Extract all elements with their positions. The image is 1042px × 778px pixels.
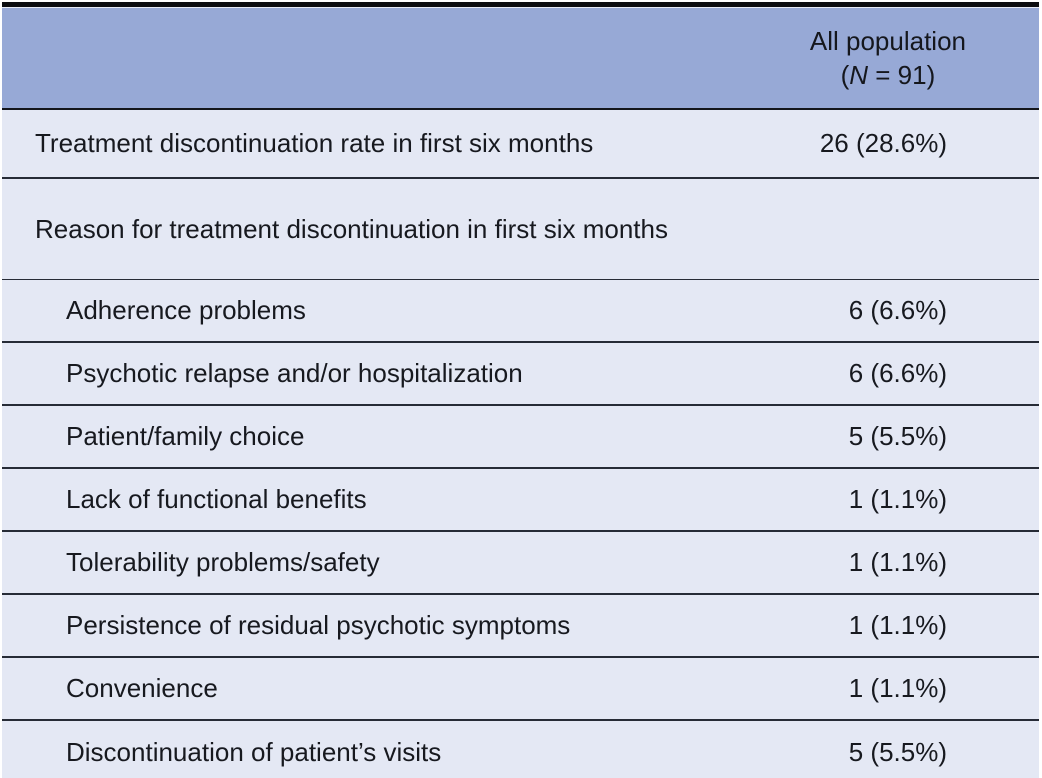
table-row: Psychotic relapse and/or hospitalization…	[2, 343, 1039, 406]
row-value: 6 (6.6%)	[848, 295, 947, 325]
row-value: 1 (1.1%)	[848, 673, 947, 703]
table-row: Patient/family choice 5 (5.5%)	[2, 406, 1039, 469]
table-row: Persistence of residual psychotic sympto…	[2, 595, 1039, 658]
table-row: Tolerability problems/safety 1 (1.1%)	[2, 532, 1039, 595]
row-value: 5 (5.5%)	[848, 736, 947, 767]
row-label: Persistence of residual psychotic sympto…	[66, 610, 571, 640]
row-label: Patient/family choice	[66, 421, 305, 451]
row-label: Reason for treatment discontinuation in …	[35, 213, 668, 244]
table-row: Adherence problems 6 (6.6%)	[2, 280, 1039, 343]
table-header-row: All population (N = 91)	[2, 7, 1039, 110]
header-all-population-cell: All population (N = 91)	[810, 24, 966, 92]
row-label: Lack of functional benefits	[66, 484, 367, 514]
row-value: 5 (5.5%)	[848, 421, 947, 451]
row-label: Treatment discontinuation rate in first …	[35, 128, 594, 158]
row-value: 6 (6.6%)	[848, 358, 947, 388]
row-label: Psychotic relapse and/or hospitalization	[66, 358, 523, 388]
header-population-label: All population	[809, 26, 966, 56]
table-row: Treatment discontinuation rate in first …	[2, 110, 1039, 179]
table-row: Lack of functional benefits 1 (1.1%)	[2, 469, 1039, 532]
row-label: Adherence problems	[66, 295, 306, 325]
table-row: Reason for treatment discontinuation in …	[2, 179, 1039, 280]
n-symbol: N	[849, 60, 869, 90]
row-label: Convenience	[66, 673, 218, 703]
table-row: Discontinuation of patient’s visits 5 (5…	[2, 721, 1039, 778]
table-row: Convenience 1 (1.1%)	[2, 658, 1039, 721]
row-label: Discontinuation of patient’s visits	[66, 736, 442, 767]
row-value: 26 (28.6%)	[819, 128, 947, 158]
row-value: 1 (1.1%)	[848, 484, 947, 514]
header-n-label: (N = 91)	[840, 60, 936, 90]
row-label: Tolerability problems/safety	[66, 547, 380, 577]
row-value: 1 (1.1%)	[848, 610, 947, 640]
row-value: 1 (1.1%)	[848, 547, 947, 577]
